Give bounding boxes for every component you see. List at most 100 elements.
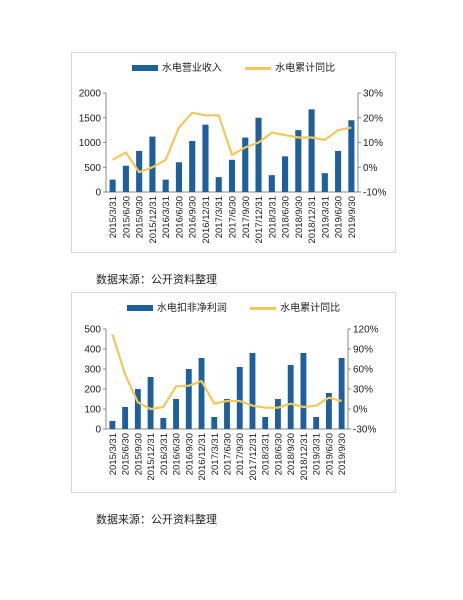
x-tick-label: 2018/6/30 (273, 433, 284, 475)
chart-2-legend: 水电扣非净利润 水电累计同比 (72, 299, 395, 314)
chart-1-plot: 0 500 1000 1500 2000 -10% 0% 10% 20% 30% 2015/3/31… (79, 89, 387, 244)
bar (215, 177, 222, 192)
y-tick-right-label: 20% (363, 113, 383, 124)
bar (147, 377, 154, 429)
x-tick-label: 2016/6/30 (174, 196, 185, 238)
x-tick-label: 2016/12/31 (201, 196, 212, 244)
x-tick-label: 2017/9/30 (235, 433, 246, 475)
x-tick-label: 2018/3/31 (267, 196, 278, 238)
bar (325, 393, 332, 429)
x-tick-label: 2017/12/31 (254, 196, 265, 244)
y-tick-left-label: 0 (95, 425, 101, 436)
x-tick-label: 2019/6/30 (334, 196, 345, 238)
x-tick-label: 2019/3/31 (320, 196, 331, 238)
x-tick-label: 2019/6/30 (324, 433, 335, 475)
x-tick-label: 2018/6/30 (281, 196, 292, 238)
y-tick-right-label: -30% (353, 425, 376, 436)
bar (198, 358, 205, 429)
bar (122, 165, 129, 192)
x-tick-label: 2018/12/31 (307, 196, 318, 244)
bar (109, 179, 116, 192)
bar (262, 417, 269, 429)
bar (338, 358, 345, 429)
y-tick-right-label: -10% (363, 188, 386, 199)
bar (295, 130, 302, 192)
bar (173, 399, 179, 429)
bar (335, 150, 342, 192)
bar (134, 389, 141, 429)
y-tick-left-label: 1500 (79, 113, 102, 124)
legend-bar-swatch (131, 65, 158, 71)
bar (255, 117, 262, 192)
legend-bar-swatch (126, 305, 153, 311)
legend-item-line: 水电累计同比 (245, 59, 335, 74)
x-tick-label: 2015/3/31 (108, 433, 119, 475)
bar (175, 162, 182, 192)
y-tick-left-label: 400 (84, 345, 101, 356)
legend-item-bar: 水电扣非净利润 (126, 299, 227, 314)
legend-line-label: 水电累计同比 (275, 63, 336, 74)
x-tick-label: 2017/6/30 (223, 433, 234, 475)
bar (242, 137, 249, 192)
bar (160, 418, 167, 429)
bar (313, 417, 320, 429)
chart-2: 水电扣非净利润 水电累计同比 0 100 200 300 400 500 -30% 0% 30%… (71, 292, 396, 493)
legend-line-swatch (245, 66, 272, 70)
bar (228, 159, 236, 192)
x-tick-label: 2019/9/30 (347, 196, 358, 238)
x-tick-label: 2018/9/30 (286, 433, 297, 475)
bar (268, 175, 275, 192)
x-tick-label: 2017/3/31 (214, 196, 225, 238)
legend-line-swatch (250, 306, 277, 310)
legend-bar-label: 水电扣非净利润 (156, 303, 227, 314)
x-tick-label: 2016/3/31 (161, 196, 172, 238)
legend-bar-label: 水电营业收入 (161, 63, 222, 74)
x-tick-label: 2018/3/31 (261, 433, 272, 475)
x-tick-label: 2017/3/31 (210, 433, 221, 475)
bar (275, 399, 281, 429)
x-tick-label: 2015/12/31 (146, 433, 157, 481)
x-tick-label: 2018/9/30 (294, 196, 305, 238)
bar (282, 156, 289, 192)
y-tick-right-label: 90% (353, 345, 373, 356)
y-tick-right-label: 0% (353, 405, 368, 416)
x-tick-label: 2015/9/30 (135, 196, 146, 238)
bar (308, 109, 315, 192)
y-tick-right-label: 60% (353, 365, 373, 376)
bar (287, 365, 294, 429)
y-tick-right-label: 30% (363, 89, 383, 100)
bar (249, 353, 256, 429)
bar (149, 136, 156, 192)
y-tick-right-label: 0% (363, 163, 378, 174)
y-tick-left-label: 500 (84, 163, 101, 174)
bar (224, 399, 230, 429)
x-tick-label: 2016/6/30 (172, 433, 183, 475)
source-note-1: 数据来源：公开资料整理 (96, 273, 217, 286)
bar (348, 120, 355, 192)
bar (189, 141, 196, 192)
y-tick-left-label: 500 (84, 325, 101, 336)
x-tick-label: 2019/9/30 (337, 433, 348, 475)
x-tick-label: 2016/9/30 (184, 433, 195, 475)
bar (109, 421, 116, 429)
chart-1-legend: 水电营业收入 水电累计同比 (72, 59, 395, 74)
y-tick-left-label: 300 (84, 365, 101, 376)
y-tick-left-label: 100 (84, 405, 101, 416)
x-tick-label: 2016/3/31 (159, 433, 170, 475)
x-tick-label: 2017/9/30 (241, 196, 252, 238)
bar (185, 369, 192, 429)
source-note-2: 数据来源：公开资料整理 (96, 513, 217, 526)
x-tick-label: 2018/12/31 (299, 433, 310, 481)
y-tick-right-label: 120% (353, 325, 379, 336)
chart-2-plot: 0 100 200 300 400 500 -30% 0% 30% 60% 90% 120% 2015/… (84, 325, 379, 481)
y-tick-left-label: 0 (95, 188, 101, 199)
bar (236, 367, 243, 429)
legend-line-label: 水电累计同比 (280, 303, 341, 314)
yoy-line (112, 111, 352, 174)
bar (300, 353, 307, 429)
x-tick-label: 2016/12/31 (197, 433, 208, 481)
yoy-line (111, 333, 342, 411)
chart-1: 水电营业收入 水电累计同比 0 500 1000 1500 2000 -10% 0% 10% 2… (71, 52, 396, 253)
x-tick-label: 2015/3/31 (108, 196, 119, 238)
legend-item-bar: 水电营业收入 (131, 59, 222, 74)
